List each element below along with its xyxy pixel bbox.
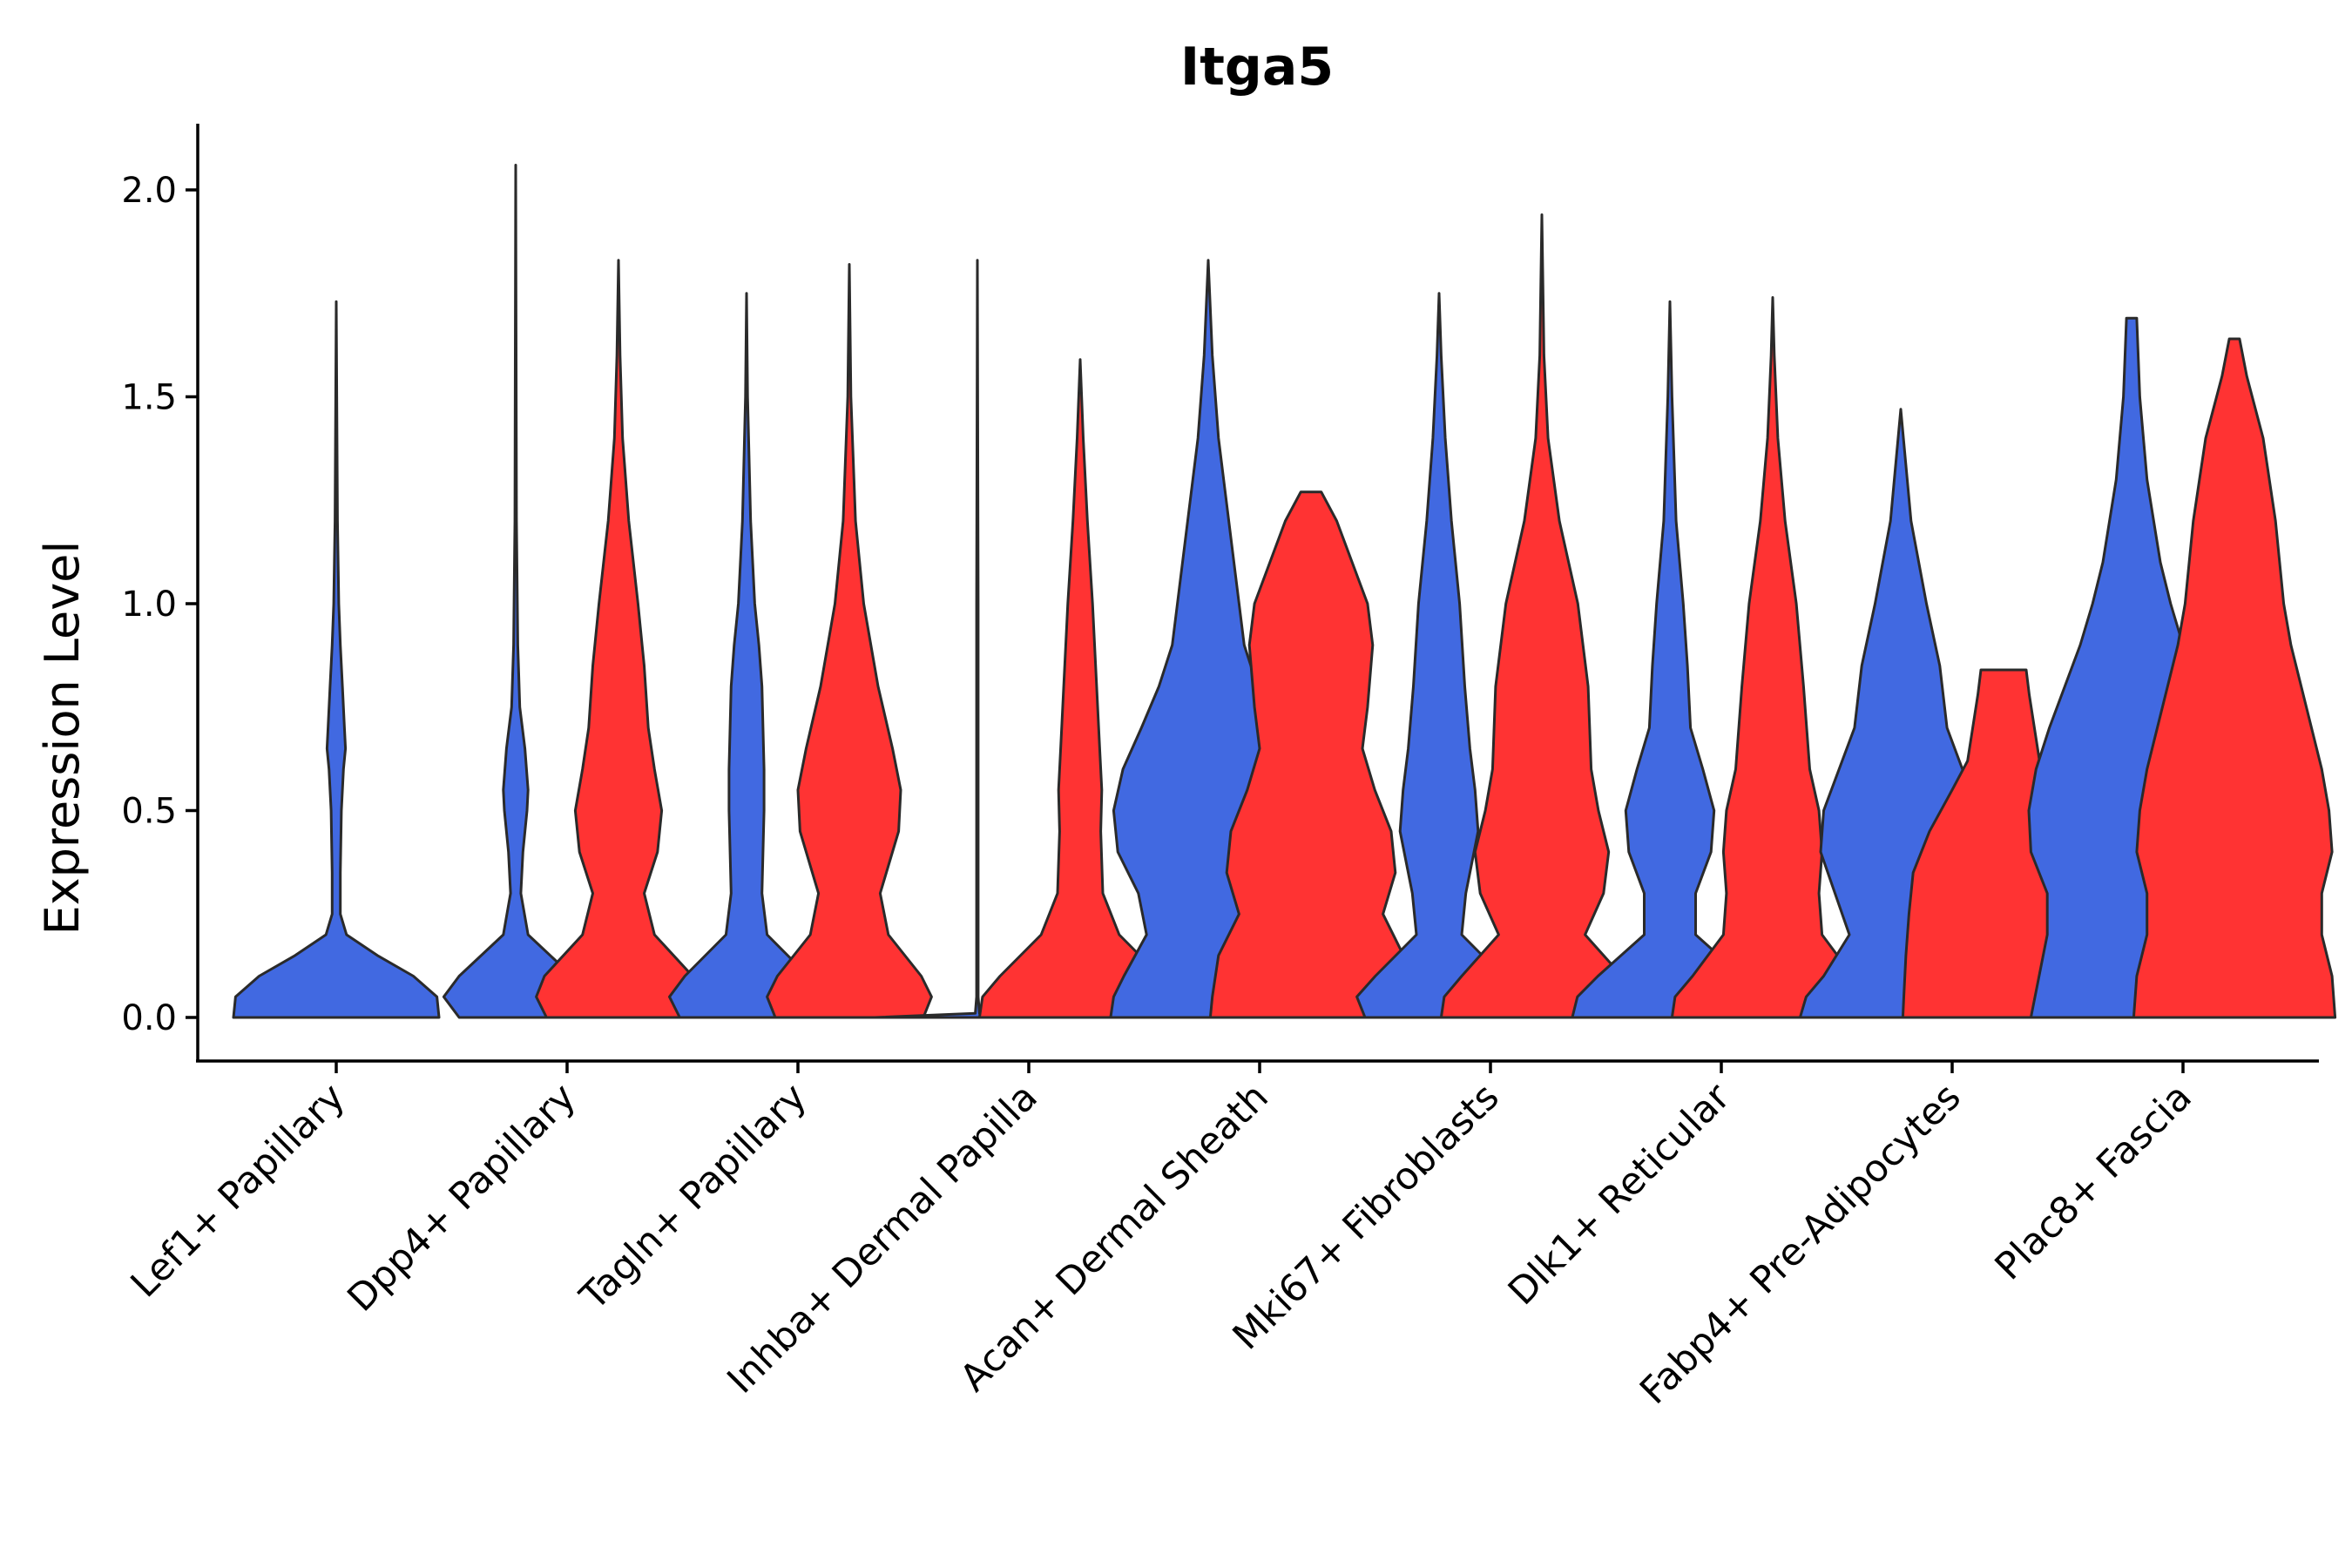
x-tick-label: Plac8+ Fascia [1987, 1075, 2200, 1288]
violin-2-group-1 [668, 292, 825, 1019]
violin-4-group-2 [1208, 490, 1414, 1019]
violin-0-group-1 [232, 300, 441, 1019]
y-axis-ticks: 0.0 0.5 1.0 1.5 2.0 [121, 171, 198, 1038]
violin-3-group-1 [873, 259, 1082, 1019]
y-tick-label: 0.5 [121, 792, 177, 832]
x-tick-label: Dpp4+ Papillary [340, 1075, 585, 1320]
violin-8-group-2 [2132, 337, 2337, 1019]
violin-5-group-2 [1439, 213, 1645, 1019]
violin-6-group-2 [1670, 296, 1876, 1019]
violin-5-group-1 [1355, 292, 1523, 1019]
violin-2-group-2 [766, 263, 933, 1019]
y-tick-label: 2.0 [121, 171, 177, 211]
violin-1-group-1 [442, 164, 590, 1019]
y-tick-label: 0.0 [121, 998, 177, 1038]
violin-layer [232, 164, 2337, 1019]
x-tick-label: Lef1+ Papillary [123, 1075, 354, 1306]
violin-3-group-2 [977, 358, 1183, 1019]
chart-title: Itga5 [1180, 37, 1334, 98]
y-tick-label: 1.0 [121, 585, 177, 625]
y-tick-label: 1.5 [121, 378, 177, 418]
y-axis-label: Expression Level [35, 541, 90, 936]
x-tick-label: Mki67+ Fibroblasts [1225, 1075, 1508, 1358]
violin-6-group-1 [1571, 300, 1769, 1019]
violin-1-group-2 [535, 259, 702, 1019]
x-tick-label: Dlk1+ Reticular [1500, 1075, 1739, 1314]
x-tick-label: Tagln+ Papillary [571, 1075, 815, 1319]
